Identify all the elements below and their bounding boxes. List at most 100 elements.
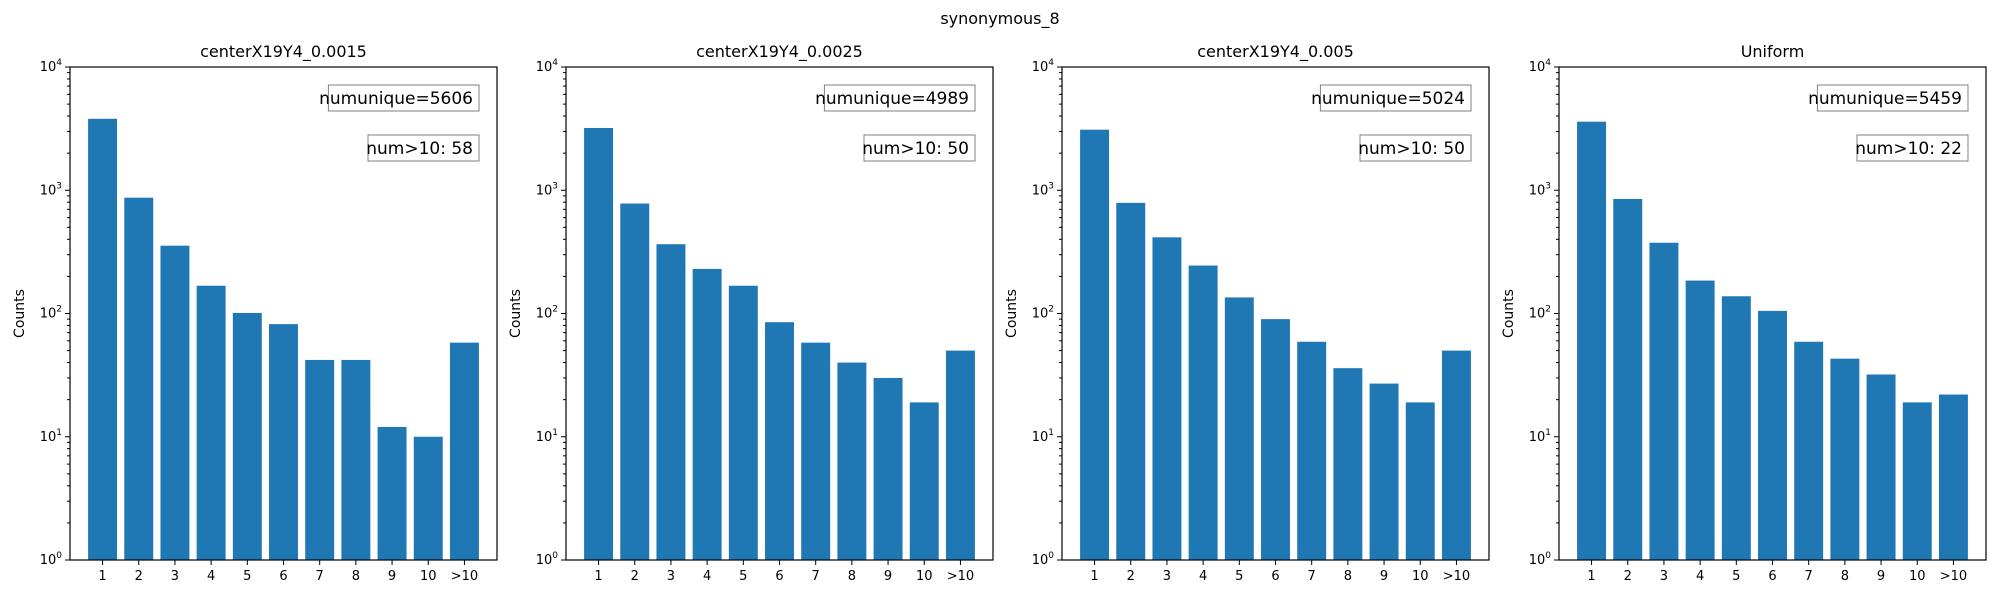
x-tick-label: 1 (98, 569, 106, 584)
bar->10 (449, 342, 479, 560)
y-axis-label: Counts (508, 289, 524, 338)
y-tick-label: 100 (1032, 551, 1055, 568)
y-tick-label: 100 (40, 551, 63, 568)
plot-frame (565, 66, 994, 561)
bar-1 (1577, 121, 1607, 560)
annotation-text: num>10: 50 (1358, 139, 1465, 159)
bar-2 (124, 197, 154, 560)
plot-frame (1558, 66, 1987, 561)
bar-3 (656, 244, 686, 561)
x-tick-label: 7 (1805, 569, 1813, 584)
annotation-text: numunique=4989 (815, 89, 969, 109)
bar->10 (1441, 350, 1471, 560)
bar-3 (160, 245, 190, 560)
annotation-box (327, 84, 480, 112)
bar-5 (728, 285, 758, 560)
bar-6 (765, 322, 794, 560)
subplot-grid: centerX19Y4_0.0015 Counts 1 2 3 4 5 6 7 8 9 10 >10 10… (12, 42, 1987, 584)
bar-8 (1333, 368, 1363, 560)
x-tick-label: 5 (243, 569, 251, 584)
y-tick-label: 103 (1529, 181, 1551, 198)
x-tick-label: 9 (1380, 569, 1388, 584)
annotation-text: num>10: 22 (1855, 139, 1962, 159)
x-tick-label: 5 (739, 569, 747, 584)
x-tick-label: 1 (1587, 569, 1595, 584)
bar-4 (1685, 280, 1715, 560)
bar-9 (1369, 383, 1399, 560)
x-tick-label: 6 (775, 569, 783, 584)
y-tick-label: 100 (536, 551, 559, 568)
x-tick-label: >10 (1443, 569, 1470, 584)
subplot-1: centerX19Y4_0.0015 Counts 1 2 3 4 5 6 7 8 9 10 >10 10… (12, 42, 498, 584)
y-tick-label: 102 (1032, 305, 1054, 322)
bar-5 (232, 312, 262, 560)
plot-frame (1061, 66, 1490, 561)
bar-10 (413, 436, 443, 560)
y-tick-label: 101 (1529, 428, 1551, 445)
x-tick-label: 9 (388, 569, 396, 584)
y-tick-label: 102 (1529, 305, 1551, 322)
bar-7 (1794, 341, 1824, 560)
bar->10 (945, 350, 975, 560)
x-tick-label: 9 (884, 569, 892, 584)
bar-7 (1297, 341, 1327, 560)
bar-9 (873, 377, 903, 560)
x-tick-label: 6 (279, 569, 287, 584)
y-tick-label: 103 (1032, 181, 1054, 198)
x-tick-label: 2 (631, 569, 639, 584)
bar-1 (584, 127, 614, 560)
bar-10 (1902, 402, 1932, 560)
x-tick-label: 10 (420, 569, 437, 584)
y-tick-label: 104 (40, 58, 63, 75)
y-tick-label: 101 (40, 428, 62, 445)
subplot-title: centerX19Y4_0.005 (1197, 42, 1354, 62)
bar-7 (801, 342, 831, 560)
x-tick-label: 2 (135, 569, 143, 584)
bar-8 (837, 362, 867, 560)
x-tick-label: 10 (1412, 569, 1429, 584)
x-tick-label: 7 (316, 569, 324, 584)
x-tick-label: 1 (1090, 569, 1098, 584)
annotation-text: numunique=5459 (1808, 89, 1962, 109)
x-tick-label: 10 (916, 569, 933, 584)
annotation-box (1856, 134, 1969, 162)
x-tick-label: 6 (1768, 569, 1776, 584)
bar-1 (88, 118, 118, 560)
bar-4 (1188, 265, 1218, 560)
bar-3 (1152, 237, 1182, 561)
annotation-text: numunique=5024 (1311, 89, 1465, 109)
bar-5 (1224, 297, 1254, 560)
annotation-text: num>10: 58 (366, 139, 473, 159)
x-tick-label: 3 (667, 569, 675, 584)
y-tick-label: 102 (536, 305, 558, 322)
x-tick-label: 8 (1344, 569, 1352, 584)
y-tick-label: 101 (536, 428, 558, 445)
x-tick-label: >10 (947, 569, 974, 584)
x-tick-label: 4 (1696, 569, 1704, 584)
x-tick-label: 4 (207, 569, 215, 584)
subplot-title: centerX19Y4_0.0025 (696, 42, 863, 62)
y-tick-label: 104 (1032, 58, 1055, 75)
x-tick-label: 10 (1909, 569, 1926, 584)
y-axis-label: Counts (1004, 289, 1020, 338)
x-tick-label: 6 (1271, 569, 1279, 584)
bar-4 (692, 268, 722, 560)
y-axis-label: Counts (12, 289, 28, 338)
annotation-text: numunique=5606 (319, 89, 473, 109)
y-tick-label: 100 (1529, 551, 1552, 568)
x-tick-label: 7 (812, 569, 820, 584)
annotation-box (863, 134, 976, 162)
x-tick-label: 8 (352, 569, 360, 584)
annotation-box (1359, 134, 1472, 162)
x-tick-label: 5 (1235, 569, 1243, 584)
bar-10 (1405, 402, 1435, 560)
annotation-box (1319, 84, 1472, 112)
y-tick-label: 103 (536, 181, 558, 198)
bar->10 (1938, 394, 1968, 560)
x-tick-label: 4 (1199, 569, 1207, 584)
bar-3 (1649, 242, 1679, 560)
bar-7 (305, 359, 335, 560)
x-tick-label: 9 (1877, 569, 1885, 584)
bar-1 (1080, 129, 1110, 560)
